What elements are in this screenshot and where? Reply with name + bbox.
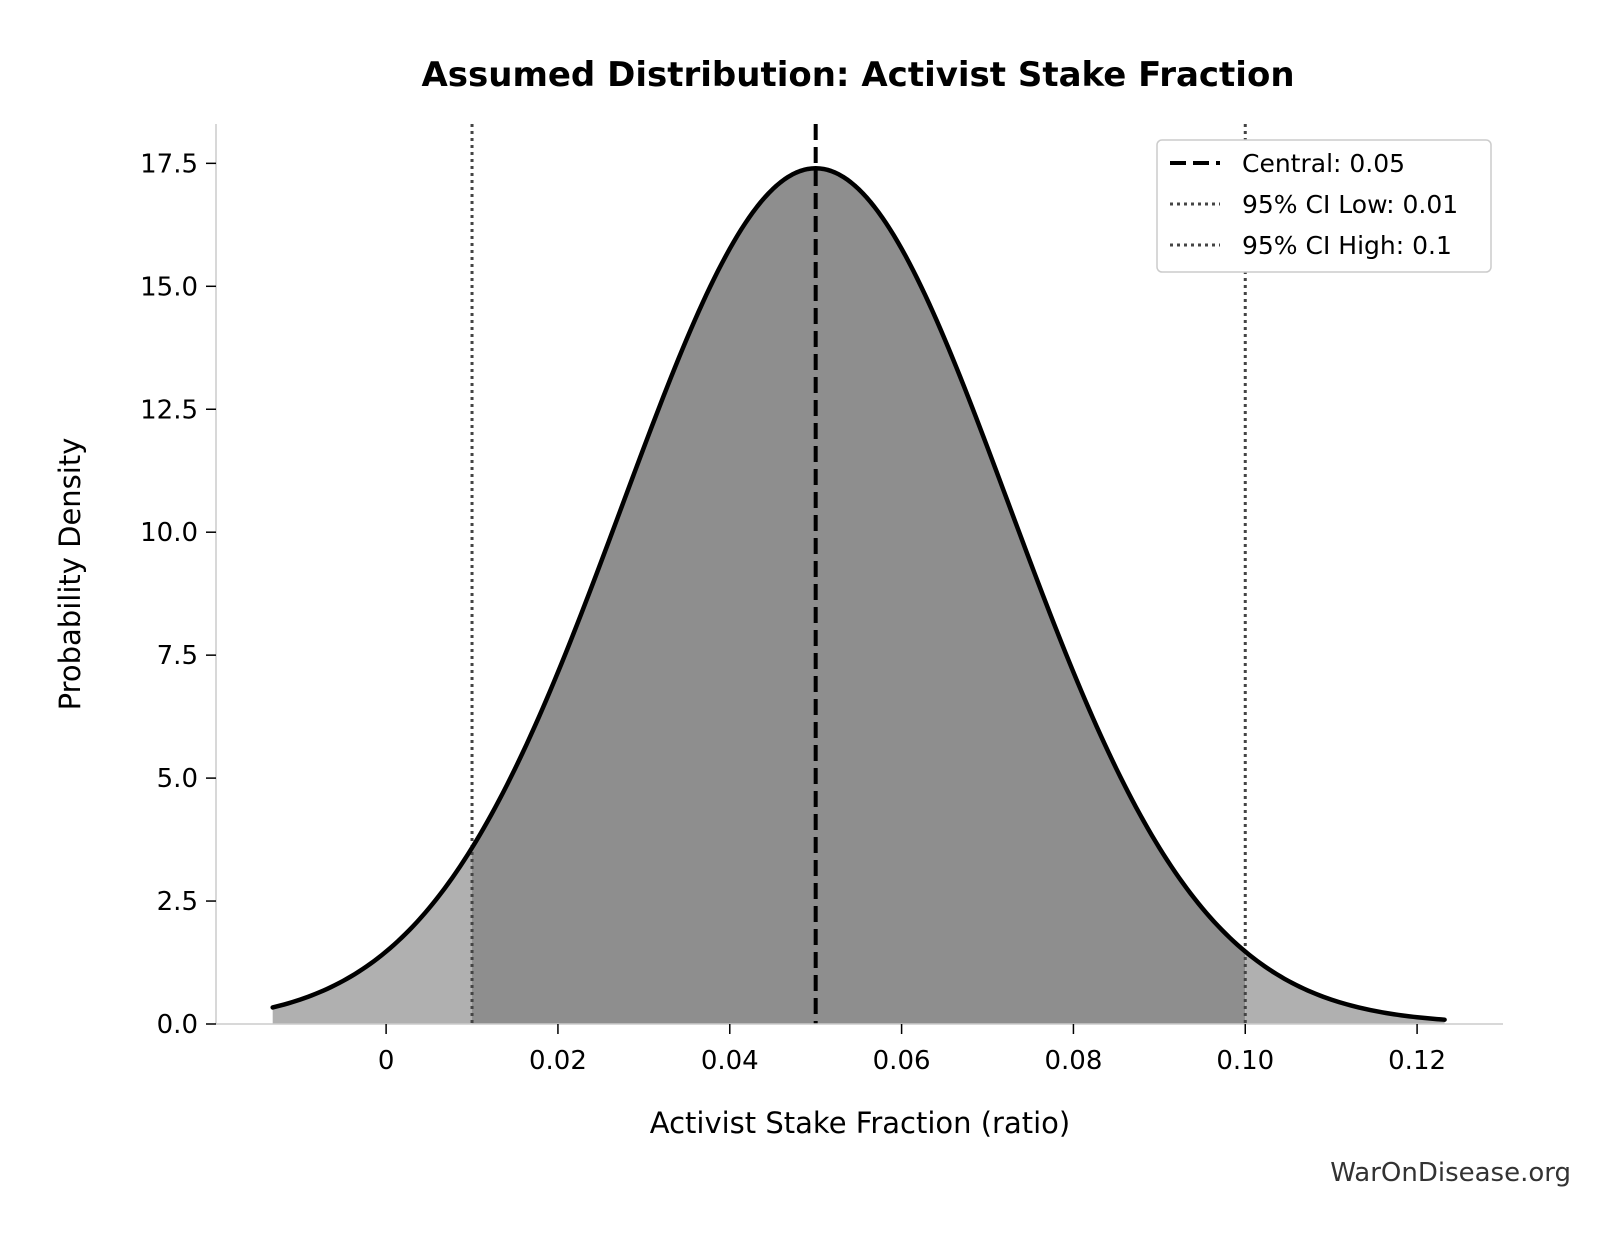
y-tick-label: 2.5 xyxy=(157,887,198,917)
x-tick-label: 0.06 xyxy=(873,1046,931,1076)
legend: Central: 0.05 95% CI Low: 0.01 95% CI High… xyxy=(1156,139,1492,273)
curve-layer xyxy=(270,166,1447,1022)
chart-title: Assumed Distribution: Activist Stake Fra… xyxy=(421,55,1294,95)
y-tick-label: 7.5 xyxy=(157,641,198,671)
legend-label: 95% CI Low: 0.01 xyxy=(1242,190,1458,219)
reference-lines xyxy=(470,124,1247,1024)
x-tick-label: 0.08 xyxy=(1044,1046,1102,1076)
watermark-text: WarOnDisease.org xyxy=(1330,1158,1571,1188)
legend-box xyxy=(1156,139,1492,273)
ci-area xyxy=(472,168,1246,1024)
density-curve xyxy=(270,166,1447,1022)
right-tail-area xyxy=(1245,951,1445,1024)
legend-item-central: Central: 0.05 xyxy=(1170,149,1405,178)
legend-item-ci-high: 95% CI High: 0.1 xyxy=(1170,231,1452,260)
legend-label: 95% CI High: 0.1 xyxy=(1242,231,1452,260)
x-tick-label: 0.04 xyxy=(701,1046,759,1076)
y-tick-label: 0.0 xyxy=(157,1010,198,1040)
y-tick-label: 5.0 xyxy=(157,764,198,794)
y-tick-label: 10.0 xyxy=(140,518,198,548)
x-tick-label: 0.12 xyxy=(1388,1046,1446,1076)
x-tick-label: 0.10 xyxy=(1216,1046,1274,1076)
x-axis-label: Activist Stake Fraction (ratio) xyxy=(650,1106,1070,1140)
x-tick-label: 0.02 xyxy=(529,1046,587,1076)
y-axis-label: Probability Density xyxy=(53,438,87,711)
y-tick-label: 15.0 xyxy=(140,272,198,302)
x-tick-label: 0 xyxy=(378,1046,395,1076)
y-tick-label: 17.5 xyxy=(140,149,198,179)
y-tick-label: 12.5 xyxy=(140,395,198,425)
y-ticks: 0.0 2.5 5.0 7.5 10.0 12.5 15.0 17.5 xyxy=(140,149,216,1040)
left-tail-area xyxy=(272,847,473,1024)
x-ticks: 0 0.02 0.04 0.06 0.08 0.10 0.12 xyxy=(378,1024,1446,1076)
plot-fills xyxy=(272,168,1445,1024)
legend-item-ci-low: 95% CI Low: 0.01 xyxy=(1170,190,1458,219)
legend-label: Central: 0.05 xyxy=(1242,149,1405,178)
